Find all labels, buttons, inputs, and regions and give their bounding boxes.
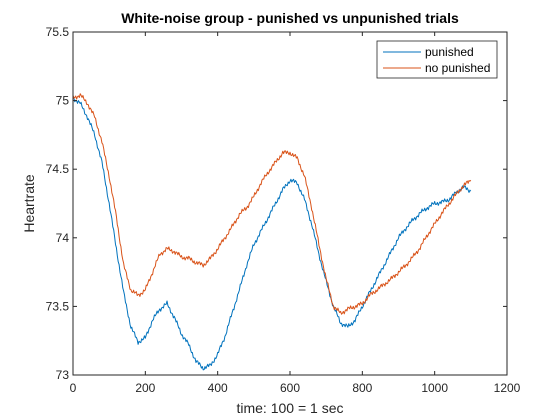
legend-label-no-punished: no punished: [425, 61, 490, 75]
y-axis: 73 73.5 74 74.5 75 75.5: [46, 25, 507, 382]
y-tick-label: 75.5: [46, 25, 70, 39]
legend: punished no punished: [376, 40, 498, 79]
y-tick-label: 73.5: [46, 299, 70, 313]
x-tick-label: 400: [208, 381, 228, 395]
y-tick-label: 73: [56, 368, 70, 382]
legend-label-punished: punished: [425, 45, 474, 59]
y-tick-label: 74: [56, 231, 70, 245]
x-tick-label: 1000: [421, 381, 448, 395]
series-line-no-punished: [72, 93, 472, 315]
y-tick-label: 74.5: [46, 162, 70, 176]
series-layer: [72, 93, 472, 371]
x-tick-label: 600: [280, 381, 300, 395]
x-axis: 0 200 400 600 800 1000 1200: [70, 32, 521, 395]
chart-title: White-noise group - punished vs unpunish…: [121, 10, 459, 26]
legend-box: [376, 40, 498, 79]
x-tick-label: 200: [135, 381, 155, 395]
x-tick-label: 800: [352, 381, 372, 395]
x-tick-label: 1200: [494, 381, 521, 395]
y-tick-label: 75: [56, 94, 70, 108]
x-tick-label: 0: [70, 381, 77, 395]
plot-area: [73, 32, 507, 375]
series-line-punished: [72, 97, 472, 371]
y-axis-label: Heartrate: [21, 174, 37, 233]
x-axis-label: time: 100 = 1 sec: [236, 400, 343, 416]
